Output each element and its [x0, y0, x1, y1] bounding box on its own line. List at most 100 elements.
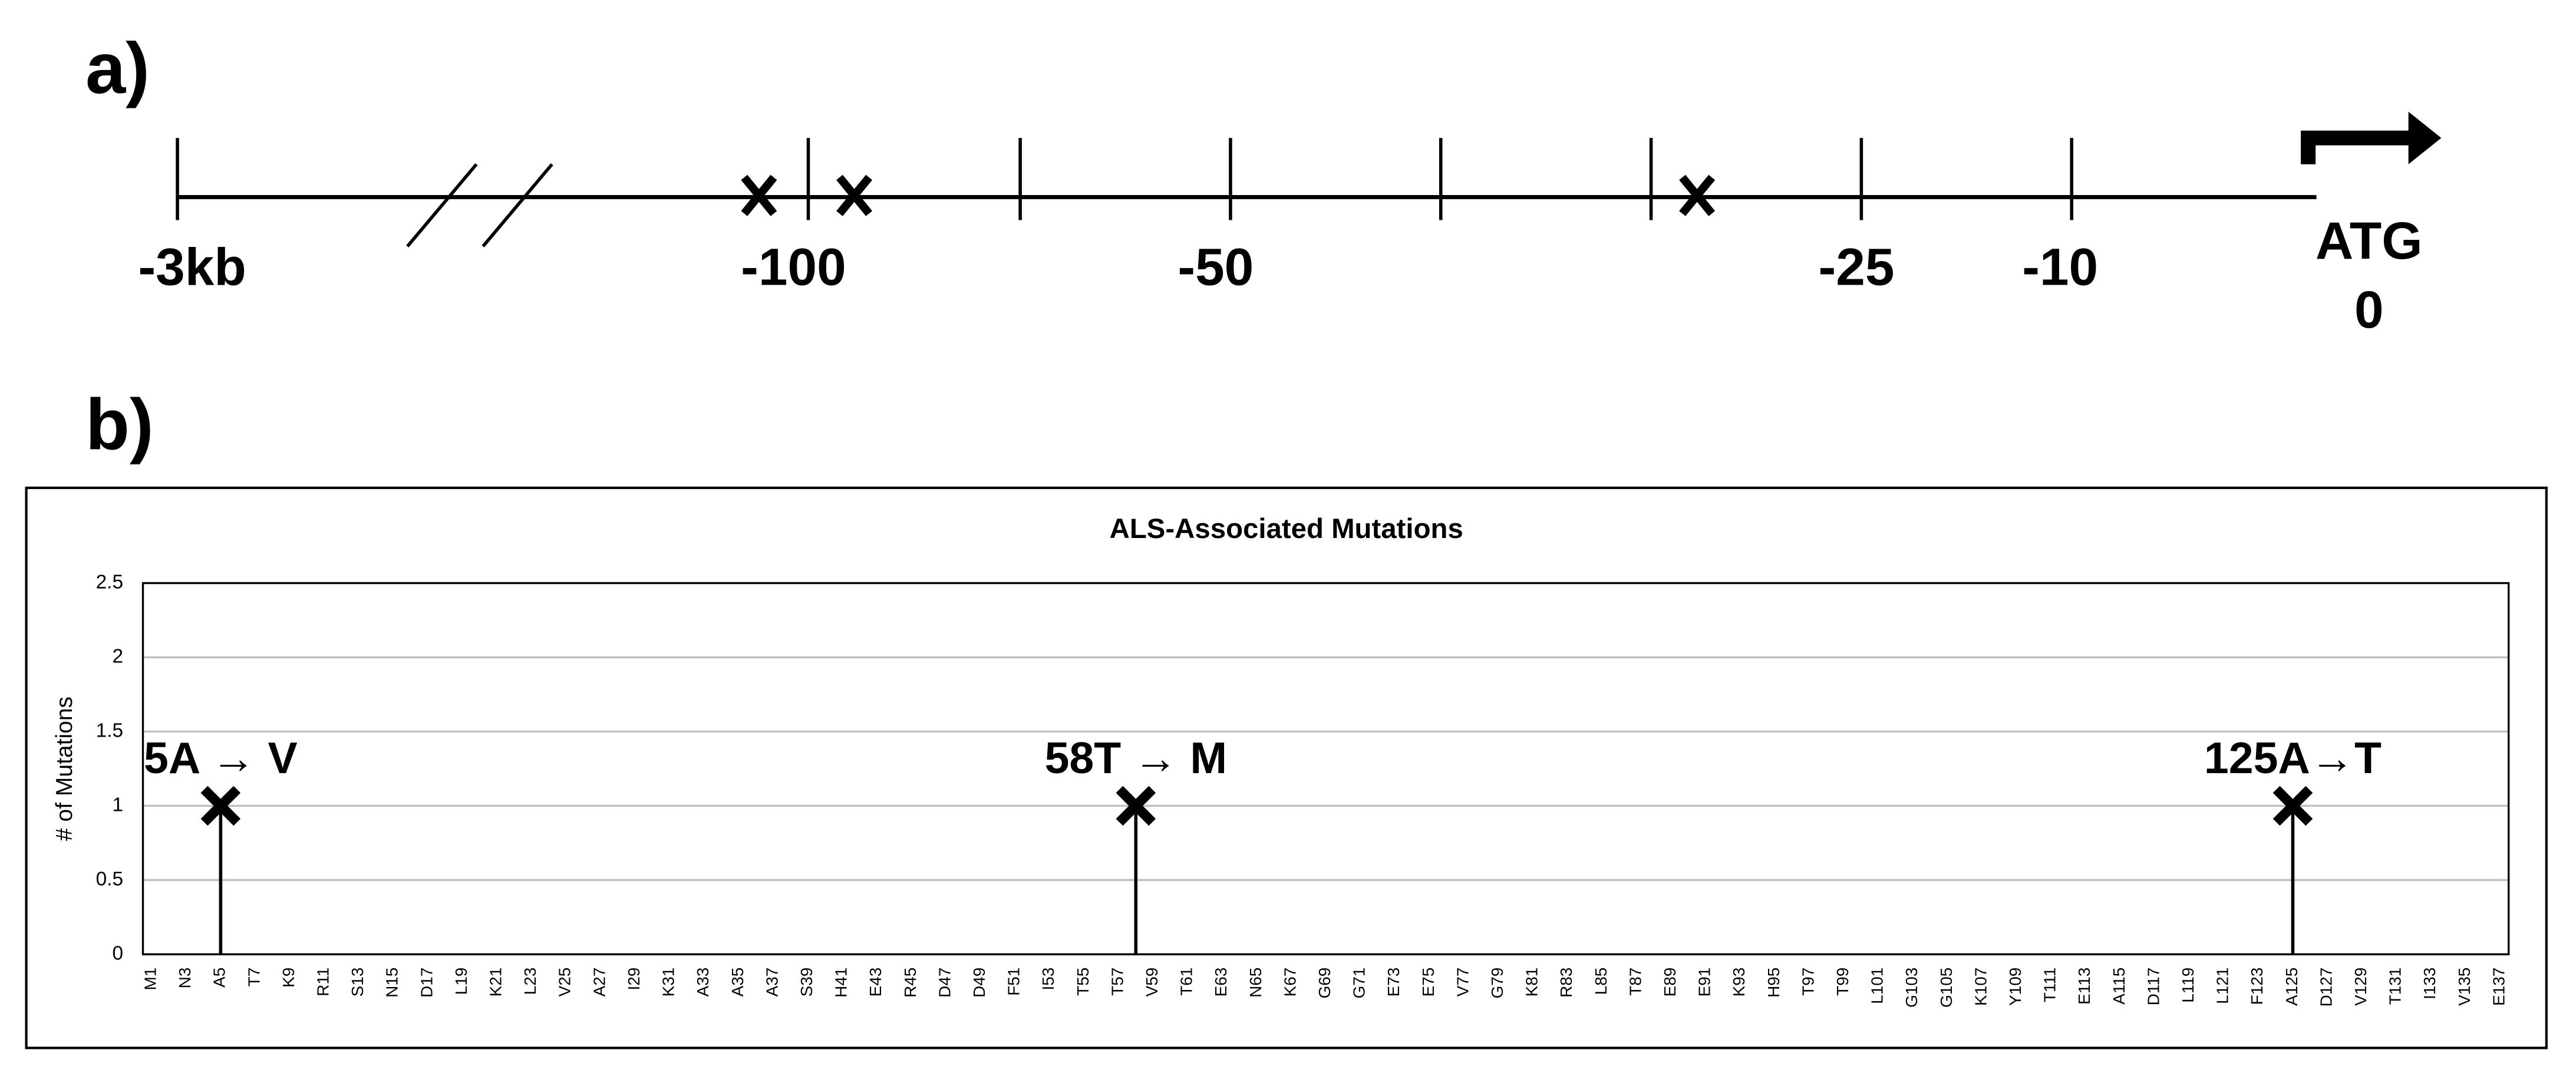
y-tick-label: 2: [112, 645, 123, 667]
x-tick-label: T111: [2041, 968, 2059, 1002]
x-tick-label: D17: [417, 968, 436, 998]
x-tick-label: K21: [487, 968, 505, 997]
x-tick-label: A27: [590, 968, 608, 997]
x-tick-label: L101: [1868, 968, 1886, 1004]
x-tick-label: E137: [2489, 968, 2508, 1006]
x-tick-label: V135: [2455, 968, 2473, 1006]
x-tick-label: R83: [1557, 968, 1575, 998]
x-tick-label: V59: [1143, 968, 1161, 997]
position-label: -25: [1819, 237, 1895, 296]
x-tick-label: R11: [314, 968, 332, 996]
x-tick-label: V77: [1453, 968, 1472, 997]
x-tick-label: E91: [1696, 968, 1714, 997]
x-tick-label: T97: [1799, 968, 1817, 996]
x-tick-label: I53: [1039, 968, 1057, 991]
x-tick-label: H95: [1764, 968, 1783, 998]
data-label: 125A→T: [2204, 733, 2382, 783]
data-label: 5A → V: [144, 733, 298, 783]
x-tick-label: L23: [521, 968, 539, 995]
y-tick-label: 0.5: [96, 868, 123, 890]
break-mark: [406, 163, 478, 247]
x-tick-label: M1: [141, 968, 160, 991]
x-tick-label: G105: [1937, 968, 1955, 1008]
x-tick-label: G71: [1350, 968, 1368, 999]
x-tick-label: L19: [452, 968, 470, 995]
x-marker: [2272, 786, 2313, 826]
chart-title: ALS-Associated Mutations: [1110, 513, 1463, 544]
panel-label: a): [85, 28, 150, 108]
x-tick-label: F123: [2248, 968, 2266, 1005]
x-tick-label: T61: [1177, 968, 1196, 996]
x-tick-label: F51: [1005, 968, 1023, 996]
x-tick-label: L119: [2179, 968, 2197, 1003]
x-tick-label: T57: [1108, 968, 1126, 996]
ticks: [176, 138, 2073, 247]
x-tick-label: K67: [1281, 968, 1299, 997]
x-marker: [1116, 786, 1156, 826]
x-tick-label: A35: [728, 968, 747, 997]
x-tick-label: D49: [970, 968, 988, 998]
y-tick-label: 2.5: [96, 571, 123, 593]
x-tick-label: E73: [1384, 968, 1403, 997]
x-tick-label: T99: [1833, 968, 1852, 996]
x-tick-label: K107: [1971, 968, 1990, 1006]
panel-a: a) -3kb -100 -50 -25 -10 ATG: [85, 28, 2442, 339]
y-axis-title: # of Mutations: [52, 697, 77, 841]
y-tick-label: 1: [112, 794, 123, 816]
x-tick-label: S13: [348, 968, 367, 997]
x-tick-label: I133: [2420, 968, 2439, 999]
start-arrow: [2301, 130, 2412, 164]
position-label: -100: [741, 237, 846, 296]
data-label: 58T → M: [1045, 733, 1227, 783]
x-tick-label: T87: [1626, 968, 1644, 996]
x-tick-label: V25: [556, 968, 574, 997]
x-tick-label: A5: [210, 968, 229, 988]
x-tick-label: E89: [1661, 968, 1679, 997]
position-label: -50: [1177, 237, 1254, 296]
x-tick-label: N15: [383, 968, 401, 998]
x-tick-label: A33: [694, 968, 712, 997]
x-tick-label: E113: [2075, 968, 2093, 1005]
x-tick-label: A37: [763, 968, 781, 997]
chart-border: [25, 486, 2548, 1050]
position-label: -3kb: [138, 237, 246, 296]
arrow-head: [2408, 111, 2442, 164]
x-tick-label: L85: [1592, 968, 1610, 995]
x-tick-label: R45: [901, 968, 919, 998]
x-tick-label: A115: [2110, 968, 2128, 1005]
x-tick-label: E63: [1212, 968, 1230, 997]
y-tick-label: 1.5: [96, 720, 123, 741]
y-tick-label: 0: [112, 942, 123, 964]
x-tick-label: K93: [1730, 968, 1748, 997]
x-tick-label: K31: [659, 968, 678, 997]
panel-label: b): [85, 384, 154, 465]
x-tick-label: K9: [279, 968, 298, 988]
x-tick-label: K81: [1523, 968, 1541, 997]
x-tick-label: I29: [625, 968, 643, 991]
x-tick-label: V129: [2351, 968, 2370, 1006]
x-tick-label: T7: [245, 968, 263, 987]
x-tick-label: G103: [1902, 968, 1921, 1008]
x-mark: [741, 174, 777, 216]
break-mark: [481, 163, 553, 247]
x-tick-label: T131: [2386, 968, 2405, 1005]
x-tick-label: L121: [2214, 968, 2232, 1004]
x-tick-label: A125: [2283, 968, 2301, 1006]
x-tick-label: H41: [832, 968, 850, 998]
x-tick-label: T55: [1074, 968, 1092, 996]
x-mark: [836, 174, 873, 216]
x-tick-label: E43: [866, 968, 885, 997]
start-position: 0: [2354, 280, 2384, 339]
x-tick-label: Y109: [2006, 968, 2024, 1006]
plot-frame: [141, 582, 2510, 956]
x-tick-label: G69: [1315, 968, 1334, 999]
start-codon: ATG: [2316, 211, 2423, 270]
x-tick-label: D127: [2317, 968, 2335, 1007]
position-label: -10: [2022, 237, 2098, 296]
x-tick-label: N65: [1246, 968, 1265, 998]
x-marker: [200, 786, 241, 826]
x-tick-label: S39: [797, 968, 816, 997]
x-tick-label: E75: [1419, 968, 1437, 997]
